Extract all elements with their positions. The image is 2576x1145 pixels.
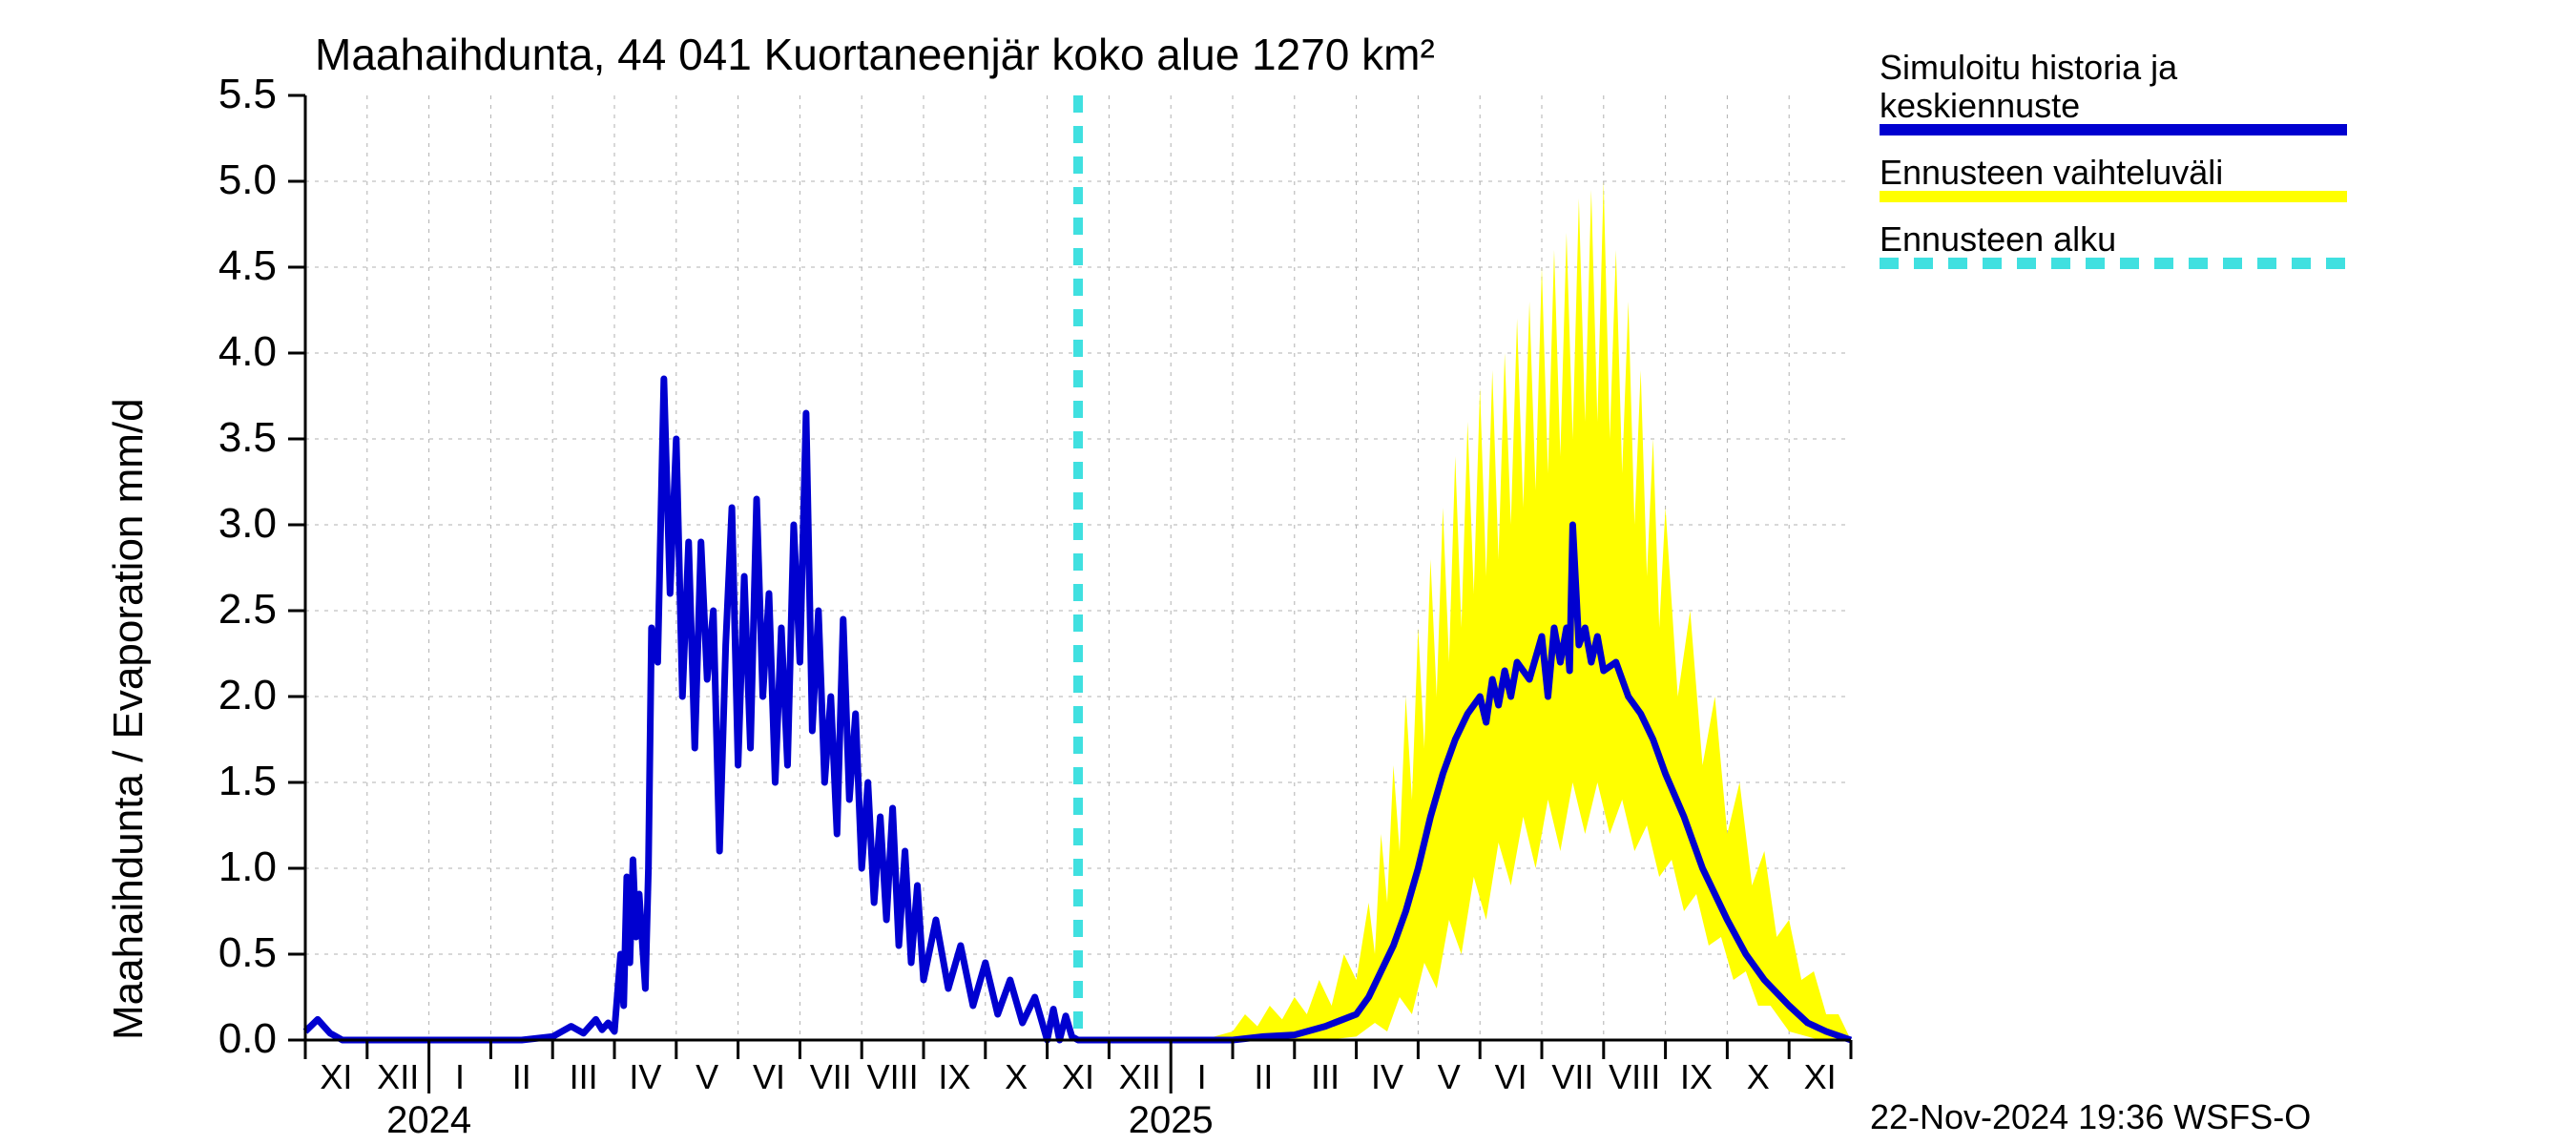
legend-label: keskiennuste (1880, 86, 2080, 126)
x-tick-label: IV (1371, 1057, 1403, 1097)
y-tick-label: 5.0 (181, 156, 277, 204)
y-tick-label: 3.5 (181, 414, 277, 462)
y-tick-label: 1.0 (181, 843, 277, 891)
y-tick-label: 0.0 (181, 1015, 277, 1063)
legend-swatch (1880, 191, 2347, 202)
x-tick-label: I (455, 1057, 465, 1097)
legend-label: Ennusteen alku (1880, 219, 2116, 260)
x-tick-label: IV (629, 1057, 661, 1097)
x-tick-label: I (1197, 1057, 1207, 1097)
x-tick-label: IX (1680, 1057, 1713, 1097)
x-tick-label: VII (810, 1057, 852, 1097)
y-tick-label: 2.0 (181, 672, 277, 719)
legend-swatch (1880, 124, 2347, 135)
y-tick-label: 4.5 (181, 242, 277, 290)
x-tick-label: IX (938, 1057, 970, 1097)
x-tick-label: V (1438, 1057, 1461, 1097)
legend-label: Ennusteen vaihteluväli (1880, 153, 2223, 193)
y-tick-label: 4.0 (181, 328, 277, 376)
y-tick-label: 2.5 (181, 586, 277, 634)
legend-swatch (1880, 258, 2347, 269)
x-tick-label: XII (377, 1057, 419, 1097)
x-tick-label: II (512, 1057, 531, 1097)
x-tick-label: X (1005, 1057, 1028, 1097)
x-tick-label: XI (1804, 1057, 1837, 1097)
x-tick-label: XI (320, 1057, 352, 1097)
y-tick-label: 0.5 (181, 929, 277, 977)
x-tick-label: VI (753, 1057, 785, 1097)
x-tick-label: X (1747, 1057, 1770, 1097)
x-tick-label: VII (1551, 1057, 1593, 1097)
x-tick-label: VI (1495, 1057, 1527, 1097)
x-tick-label: III (570, 1057, 598, 1097)
x-tick-label: VIII (1609, 1057, 1660, 1097)
x-tick-label: III (1311, 1057, 1340, 1097)
x-tick-label: VIII (867, 1057, 919, 1097)
y-tick-label: 3.0 (181, 500, 277, 548)
y-tick-label: 5.5 (181, 71, 277, 118)
x-tick-label: XI (1062, 1057, 1094, 1097)
legend-label: Simuloitu historia ja (1880, 48, 2177, 88)
x-tick-label: XII (1119, 1057, 1161, 1097)
y-tick-label: 1.5 (181, 758, 277, 805)
x-tick-label: V (696, 1057, 718, 1097)
year-label: 2024 (386, 1099, 471, 1142)
year-label: 2025 (1129, 1099, 1214, 1142)
x-tick-label: II (1254, 1057, 1273, 1097)
